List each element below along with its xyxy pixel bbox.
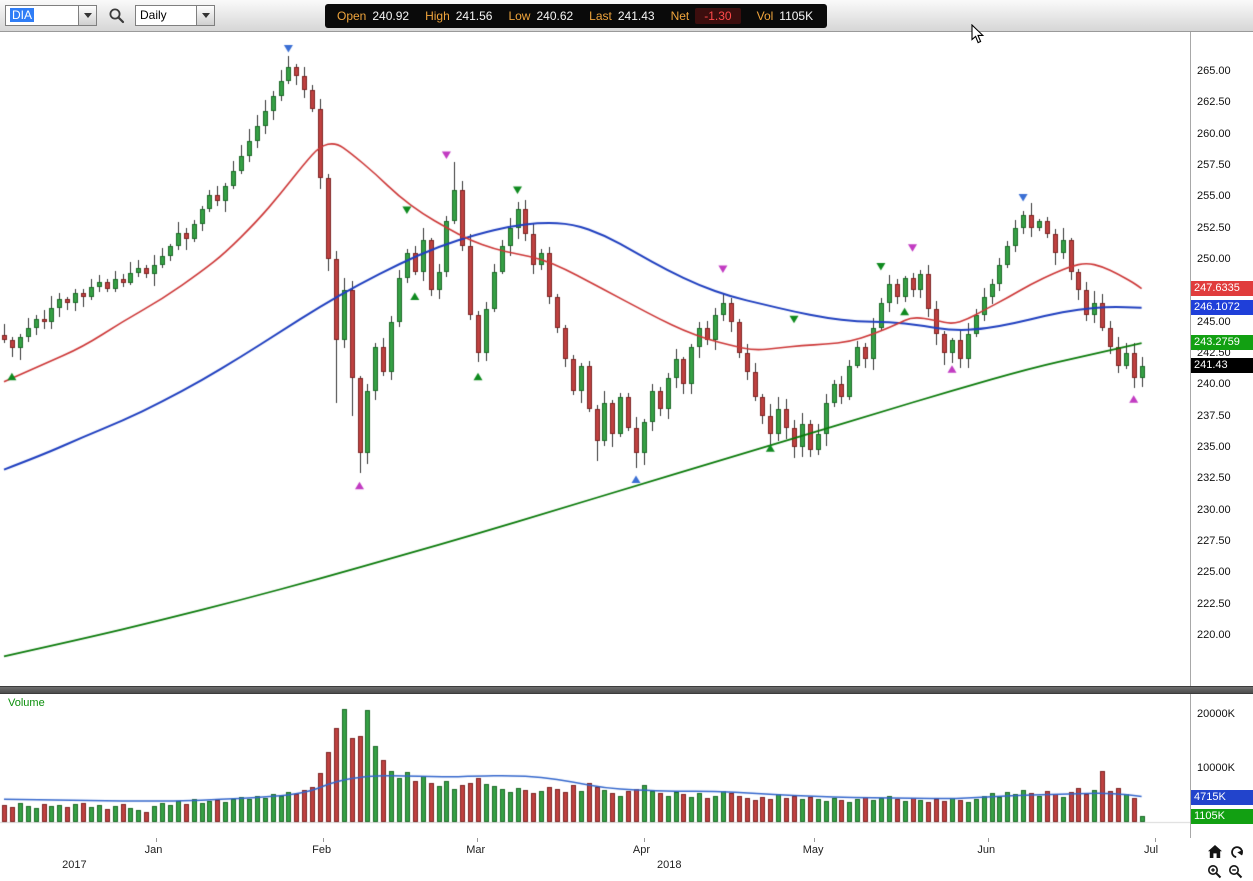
quote-bar: Open 240.92 High 241.56 Low 240.62 Last … [325,3,828,28]
month-label: Jan [144,844,163,856]
month-label: Jul [1144,844,1159,856]
price-axis-tick: 237.50 [1197,409,1231,422]
volume-label: Volume [8,697,45,709]
zoom-out-icon [1229,864,1243,878]
month-label: Jun [977,844,996,856]
zoom-out-button[interactable] [1226,862,1245,880]
price-axis-tick: 222.50 [1197,597,1231,610]
chevron-down-icon [201,13,210,18]
open-value: 240.92 [372,8,410,23]
price-axis-tick: 232.50 [1197,472,1231,485]
low-label: Low [508,8,531,23]
volume-chart-canvas[interactable] [0,694,1190,838]
volume-chart-area[interactable]: Volume [0,694,1190,838]
volume-pane: Volume 20000K 10000K 4715K 1105K [0,694,1253,838]
search-icon [109,8,124,24]
price-pane: 265.00 262.50 260.00 257.50 255.00 252.50 250.… [0,32,1253,686]
home-icon [1207,844,1222,858]
price-axis-tick: 260.00 [1197,127,1231,140]
chevron-down-icon [83,13,92,18]
net-label: Net [670,8,690,23]
price-axis-tick: 240.00 [1197,378,1231,391]
symbol-input[interactable]: DIA [6,6,78,25]
price-axis-tick: 245.00 [1197,315,1231,328]
home-button[interactable] [1205,842,1224,860]
price-chart-canvas[interactable] [0,32,1190,686]
price-axis-tick: 257.50 [1197,159,1231,171]
price-chart-area[interactable] [0,32,1190,686]
volume-axis-tick: 10000K [1197,762,1235,774]
vol-label: Vol [756,8,774,23]
price-axis-tick: 262.50 [1197,96,1231,109]
price-axis-tick: 220.00 [1197,629,1231,641]
fast-ma-price-tag: 247.6335 [1191,280,1253,296]
last-value: 241.43 [617,8,655,23]
time-axis-tick [643,838,645,842]
month-label: Mar [466,844,486,856]
last-volume-tag: 1105K [1191,809,1253,825]
time-axis-tick [813,838,815,842]
time-axis-tick [323,838,325,842]
undo-arrow-icon [1230,845,1243,858]
reset-view-button[interactable] [1226,842,1245,860]
time-axis-tick [988,838,990,842]
price-axis-tick: 252.50 [1197,221,1231,234]
last-label: Last [589,8,612,23]
zoom-in-button[interactable] [1205,862,1224,880]
slow-ma-price-tag: 243.2759 [1191,335,1253,351]
mid-ma-price-tag: 246.1072 [1191,299,1253,315]
timeframe-combo[interactable]: Daily [135,5,215,26]
high-label: High [425,8,450,23]
vol-value: 1105K [779,8,814,23]
price-axis-tick: 230.00 [1197,503,1231,516]
price-axis-tick: 235.00 [1197,441,1231,453]
price-axis-tick: 265.00 [1197,65,1231,77]
low-value: 240.62 [536,8,574,23]
month-label: May [802,844,824,856]
month-label: Apr [632,844,651,856]
price-axis-tick: 227.50 [1197,535,1231,547]
open-label: Open [337,8,367,23]
time-axis-tick [477,838,479,842]
time-axis-tick [1155,838,1157,842]
price-axis-tick: 225.00 [1197,566,1231,579]
price-axis-tick: 255.00 [1197,190,1231,203]
timeframe-dropdown-button[interactable] [196,6,214,25]
month-label: Feb [312,844,332,856]
price-axis[interactable]: 265.00 262.50 260.00 257.50 255.00 252.50 250.… [1190,32,1253,686]
search-button[interactable] [105,5,127,27]
symbol-text: DIA [10,8,35,22]
timeframe-value: Daily [140,8,167,22]
volume-axis[interactable]: 20000K 10000K 4715K 1105K [1190,694,1253,838]
volume-ma-tag: 4715K [1191,789,1253,805]
high-value: 241.56 [455,8,493,23]
last-price-tag: 241.43 [1191,358,1253,374]
zoom-in-icon [1208,864,1222,878]
volume-axis-tick: 20000K [1197,708,1235,720]
net-value: -1.30 [695,7,741,24]
year-label: 2018 [656,859,682,871]
symbol-dropdown-button[interactable] [78,6,96,25]
toolbar: DIA Daily Open 240.92 High 241.56 Low 24… [0,0,1253,32]
price-axis-tick: 250.00 [1197,253,1231,265]
chart-nav-toolbar [1205,842,1245,880]
year-label: 2017 [62,859,87,871]
time-axis-tick [155,838,157,842]
pane-splitter[interactable] [0,686,1253,694]
symbol-combo[interactable]: DIA [5,5,97,26]
time-axis: Jan Feb Mar Apr May Jun Jul 2017 2018 [0,838,1253,881]
